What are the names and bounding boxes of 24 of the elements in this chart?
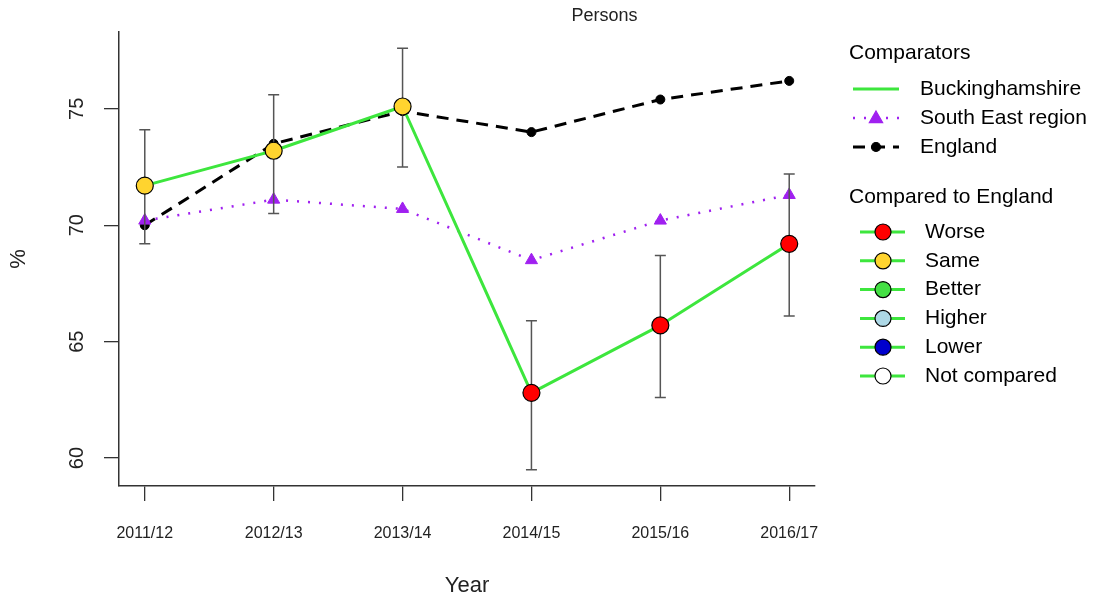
y-tick-label: 60	[64, 446, 87, 470]
legend-label: Same	[925, 247, 980, 271]
x-tick-label: 2012/13	[244, 524, 303, 542]
x-axis-title: Year	[444, 572, 490, 598]
y-tick-label: 65	[64, 330, 87, 353]
legend-label: South East region	[920, 104, 1087, 128]
text: Compared to England	[849, 183, 1054, 207]
legend-label: England	[920, 133, 998, 157]
x-tick-label: 2013/14	[373, 524, 432, 542]
legend-label: Not compared	[925, 362, 1057, 386]
x-tick-label: 2011/12	[116, 524, 174, 542]
y-tick-label: 75	[64, 97, 87, 120]
legend-label: Higher	[925, 305, 987, 329]
legend-title: Comparators	[849, 39, 971, 63]
chart-title: Persons	[571, 4, 638, 25]
y-axis-title: %	[5, 249, 31, 269]
legend-label: Worse	[925, 218, 986, 242]
legend-label: Lower	[925, 334, 983, 357]
x-tick-label: 2016/17	[760, 524, 819, 542]
x-tick-label: 2014/15	[502, 524, 561, 542]
legend-label: Better	[925, 276, 982, 300]
y-tick-label: 70	[64, 214, 87, 237]
legend-label: Buckinghamshire	[920, 75, 1082, 99]
x-tick-label: 2015/16	[631, 524, 690, 542]
